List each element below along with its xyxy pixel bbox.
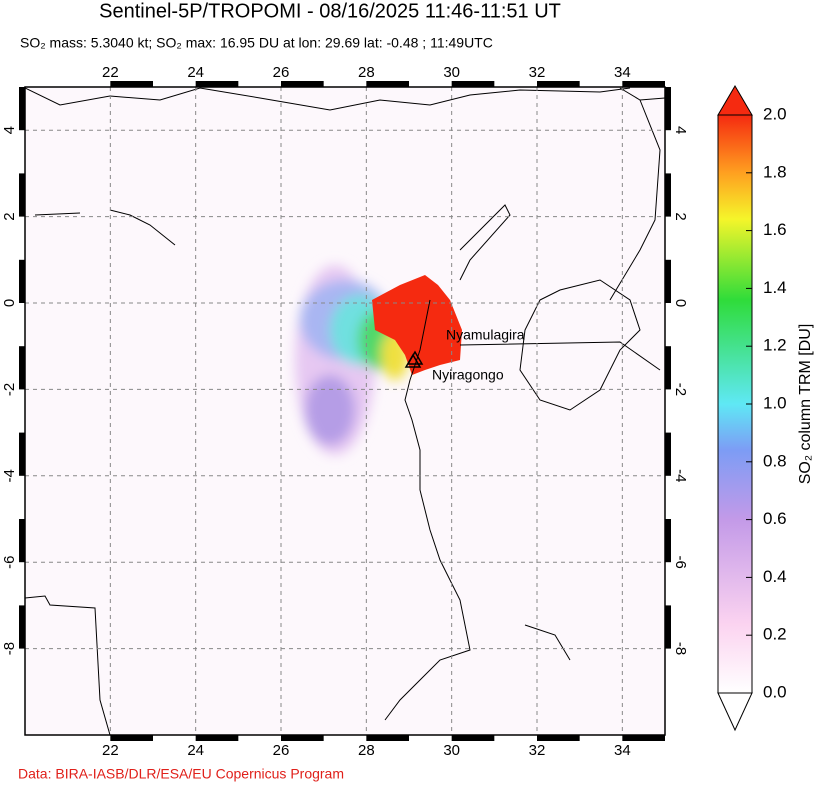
y-tick-label: 0 [1, 299, 18, 307]
x-tick-label: 28 [358, 64, 375, 81]
frame-segment [195, 81, 239, 87]
frame-segments [19, 81, 671, 741]
frame-segment [366, 81, 409, 87]
colorbar-tick-label: 0.0 [763, 682, 787, 701]
colorbar-tick-label: 1.0 [763, 393, 787, 412]
map-frame [24, 86, 666, 736]
frame-segment [110, 735, 153, 741]
x-tick-label: 26 [273, 742, 290, 759]
x-tick-label: 32 [529, 742, 546, 759]
frame-segment [665, 173, 671, 217]
frame-segment [19, 519, 25, 563]
y-tick-label: -4 [672, 469, 689, 482]
coastlines [25, 87, 665, 735]
y-tick-label: -6 [672, 556, 689, 569]
frame-segment [665, 346, 671, 390]
volcano-label: Nyamulagira [446, 327, 525, 343]
x-tick-label: 30 [443, 64, 460, 81]
volcano-markers [404, 350, 424, 368]
colorbar-tick-label: 1.6 [763, 220, 787, 239]
x-tick-label: 22 [102, 64, 119, 81]
frame-segment [451, 735, 495, 741]
x-tick-label: 34 [614, 742, 631, 759]
colorbar-tick-label: 0.6 [763, 509, 787, 528]
frame-segment [281, 735, 324, 741]
y-tick-label: 0 [672, 299, 689, 307]
frame-segment [665, 259, 671, 303]
x-tick-label: 26 [273, 64, 290, 81]
frame-segment [19, 259, 25, 303]
y-tick-label: -4 [1, 469, 18, 482]
frame-segment [366, 735, 409, 741]
frame-segment [451, 81, 495, 87]
y-tick-label: -8 [1, 642, 18, 655]
colorbar-label: SO₂ column TRM [DU] [797, 324, 814, 485]
map-area [25, 87, 665, 735]
y-tick-label: 4 [672, 126, 689, 134]
frame-segment [622, 735, 665, 741]
y-tick-label: -6 [1, 556, 18, 569]
y-tick-label: 4 [1, 126, 18, 134]
colorbar-tick-label: 0.4 [763, 567, 787, 586]
frame-segment [622, 81, 665, 87]
x-tick-label: 28 [358, 742, 375, 759]
y-tick-label: -2 [672, 383, 689, 396]
frame-segment [665, 432, 671, 476]
frame-segment [537, 735, 580, 741]
frame-segment [665, 605, 671, 649]
frame-segment [19, 173, 25, 217]
frame-segment [195, 735, 239, 741]
frame-segment [19, 605, 25, 649]
volcano-marker [404, 353, 422, 368]
frame-segment [19, 346, 25, 390]
y-tick-label: 2 [672, 212, 689, 220]
frame-segment [110, 81, 153, 87]
frame-segment [281, 81, 324, 87]
x-tick-label: 24 [187, 64, 204, 81]
colorbar-tick-label: 1.4 [763, 278, 787, 297]
colorbar-tick-label: 0.2 [763, 625, 787, 644]
frame-segment [19, 87, 25, 131]
y-tick-label: -2 [1, 383, 18, 396]
x-tick-label: 32 [529, 64, 546, 81]
colorbar-tick-label: 1.8 [763, 162, 787, 181]
frame-segment [665, 519, 671, 563]
frame-segment [665, 87, 671, 131]
plume-core [372, 275, 462, 375]
y-tick-label: -8 [672, 642, 689, 655]
colorbar-extend-bottom [717, 692, 753, 732]
x-tick-label: 34 [614, 64, 631, 81]
colorbar-extend-top [717, 85, 753, 116]
x-tick-label: 30 [443, 742, 460, 759]
y-tick-label: 2 [1, 212, 18, 220]
frame-segment [19, 432, 25, 476]
colorbar-tick-label: 2.0 [763, 104, 787, 123]
colorbar-tick-label: 1.2 [763, 336, 787, 355]
frame-segment [537, 81, 580, 87]
x-tick-label: 22 [102, 742, 119, 759]
subtitle: SO₂ mass: 5.3040 kt; SO₂ max: 16.95 DU a… [20, 35, 493, 51]
plume [295, 265, 409, 455]
grid [25, 87, 665, 735]
colorbar-tick-label: 0.8 [763, 451, 787, 470]
x-tick-label: 24 [187, 742, 204, 759]
title: Sentinel-5P/TROPOMI - 08/16/2025 11:46-1… [99, 0, 561, 22]
credit: Data: BIRA-IASB/DLR/ESA/EU Copernicus Pr… [18, 766, 344, 782]
volcano-label: Nyiragongo [432, 367, 504, 383]
